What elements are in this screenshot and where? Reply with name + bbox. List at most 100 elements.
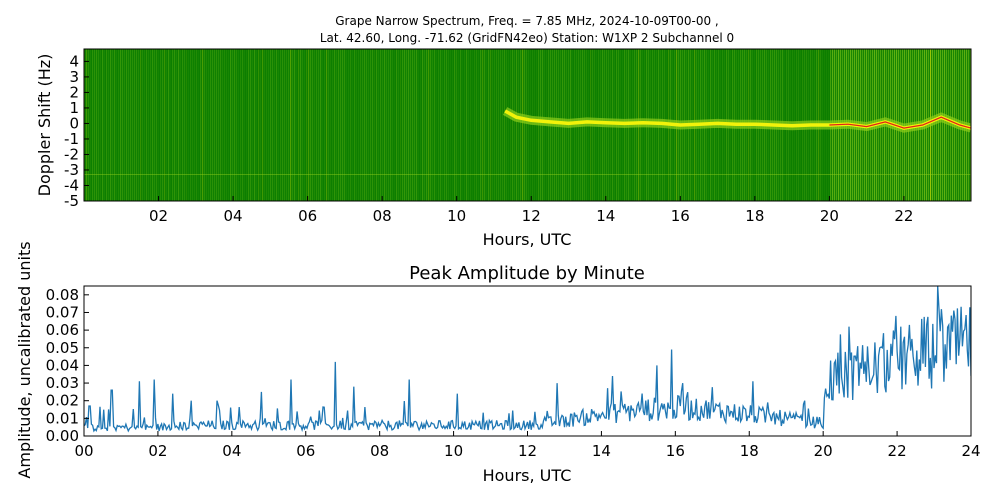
noise-stripe [124,49,126,201]
spectrogram-ylabel: Doppler Shift (Hz) [35,54,54,197]
noise-stripe [290,49,292,201]
x-tick-label: 16 [666,442,685,460]
noise-stripe [224,49,226,201]
noise-stripe [246,49,248,201]
noise-stripe [338,49,340,201]
noise-stripe [182,49,184,201]
x-tick-label: 18 [745,207,764,225]
noise-stripe [442,49,444,201]
noise-stripe [150,49,152,201]
noise-stripe [506,49,508,201]
noise-stripe [212,49,214,201]
noise-stripe [376,49,378,201]
noise-stripe [268,49,270,201]
y-tick-label: 3 [69,68,79,86]
noise-stripe [484,49,486,201]
noise-stripe [140,49,142,201]
noise-stripe [412,49,414,201]
noise-stripe [92,49,94,201]
noise-stripe [492,49,494,201]
noise-stripe [232,49,234,201]
noise-stripe [236,49,238,201]
noise-stripe [312,49,314,201]
noise-stripe [254,49,256,201]
noise-stripe [406,49,408,201]
noise-stripe [304,49,306,201]
noise-stripe [430,49,432,201]
x-tick-label: 08 [373,207,392,225]
figure-title-line2: Lat. 42.60, Long. -71.62 (GridFN42eo) St… [320,31,734,45]
noise-stripe [422,49,424,201]
y-tick-label: 0.07 [46,303,79,321]
x-tick-label: 20 [820,207,839,225]
noise-stripe [272,49,274,201]
noise-stripe [488,49,490,201]
noise-stripe [344,49,346,201]
noise-stripe [266,49,268,201]
noise-stripe [122,49,124,201]
noise-stripe [238,49,240,201]
noise-stripe [94,49,96,201]
noise-stripe [208,49,210,201]
noise-stripe [132,49,134,201]
noise-stripe [214,49,216,201]
noise-stripe [464,49,466,201]
noise-stripe [386,49,388,201]
noise-stripe [202,49,204,201]
noise-stripe [270,49,272,201]
noise-stripe [408,49,410,201]
noise-stripe [164,49,166,201]
noise-stripe [102,49,104,201]
noise-stripe [258,49,260,201]
y-tick-label: 0.06 [46,321,79,339]
noise-stripe [160,49,162,201]
noise-stripe [106,49,108,201]
noise-stripe [452,49,454,201]
x-tick-label: 20 [814,442,833,460]
noise-stripe [178,49,180,201]
noise-stripe [508,49,510,201]
noise-stripe [326,49,328,201]
noise-stripe [420,49,422,201]
noise-stripe [310,49,312,201]
noise-stripe [446,49,448,201]
noise-stripe [358,49,360,201]
noise-stripe [172,49,174,201]
noise-stripe [230,49,232,201]
noise-stripe [396,49,398,201]
noise-stripe [460,49,462,201]
noise-stripe [474,49,476,201]
noise-stripe [434,49,436,201]
noise-stripe [440,49,442,201]
noise-stripe [448,49,450,201]
noise-stripe [938,49,940,201]
amplitude-x-ticks: 00 02 04 06 08 10 12 14 16 18 20 22 24 [74,431,981,460]
noise-stripe [466,49,468,201]
y-tick-label: 4 [69,52,79,70]
noise-stripe [454,49,456,201]
amplitude-panel: Peak Amplitude by Minute 00 02 04 06 08 10 12 1… [15,241,981,485]
noise-stripe [336,49,338,201]
noise-stripe [332,49,334,201]
noise-stripe [284,49,286,201]
x-tick-label: 14 [596,207,615,225]
noise-stripe [252,49,254,201]
noise-stripe [404,49,406,201]
noise-stripe [170,49,172,201]
noise-stripe [486,49,488,201]
noise-stripe [320,49,322,201]
x-tick-label: 24 [961,442,980,460]
noise-stripe [108,49,110,201]
noise-stripe [296,49,298,201]
noise-stripe [206,49,208,201]
noise-stripe [362,49,364,201]
noise-stripe [256,49,258,201]
x-tick-label: 18 [740,442,759,460]
noise-stripe [264,49,266,201]
x-tick-label: 14 [592,442,611,460]
noise-stripe [114,49,116,201]
noise-stripe [530,49,532,201]
y-tick-label: 0.02 [46,392,79,410]
